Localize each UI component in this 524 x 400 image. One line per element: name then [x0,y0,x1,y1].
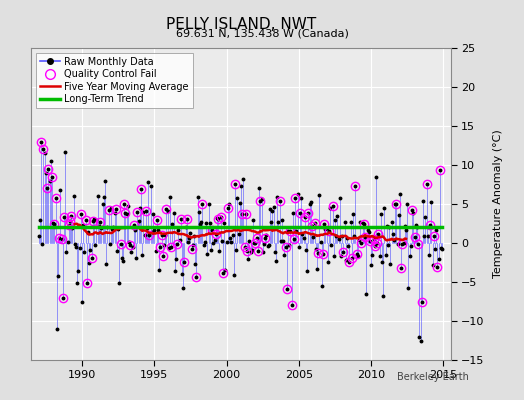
Title: PELLY ISLAND, NWT: PELLY ISLAND, NWT [166,16,316,32]
Text: 69.631 N, 135.438 W (Canada): 69.631 N, 135.438 W (Canada) [176,28,348,38]
Legend: Raw Monthly Data, Quality Control Fail, Five Year Moving Average, Long-Term Tren: Raw Monthly Data, Quality Control Fail, … [36,53,193,108]
Y-axis label: Temperature Anomaly (°C): Temperature Anomaly (°C) [493,130,503,278]
Text: Berkeley Earth: Berkeley Earth [397,372,469,382]
